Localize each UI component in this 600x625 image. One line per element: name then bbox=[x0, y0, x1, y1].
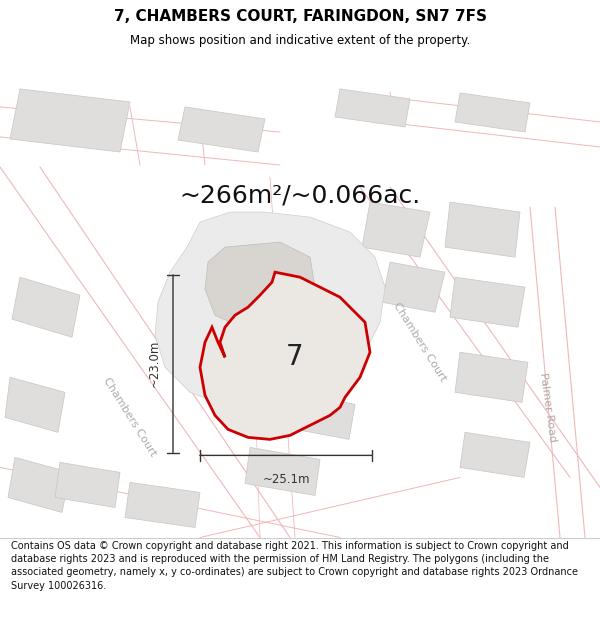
Polygon shape bbox=[12, 277, 80, 338]
Polygon shape bbox=[155, 212, 385, 408]
Text: Map shows position and indicative extent of the property.: Map shows position and indicative extent… bbox=[130, 34, 470, 47]
Text: Contains OS data © Crown copyright and database right 2021. This information is : Contains OS data © Crown copyright and d… bbox=[11, 541, 578, 591]
Polygon shape bbox=[455, 352, 528, 402]
Polygon shape bbox=[10, 89, 130, 152]
Polygon shape bbox=[450, 277, 525, 328]
Polygon shape bbox=[205, 242, 315, 329]
Polygon shape bbox=[178, 107, 265, 152]
Text: Chambers Court: Chambers Court bbox=[101, 376, 158, 459]
Polygon shape bbox=[285, 392, 355, 439]
Text: ~25.1m: ~25.1m bbox=[262, 473, 310, 486]
Polygon shape bbox=[245, 448, 320, 496]
Text: Palmer Road: Palmer Road bbox=[538, 372, 558, 442]
Polygon shape bbox=[55, 462, 120, 508]
Text: ~266m²/~0.066ac.: ~266m²/~0.066ac. bbox=[179, 183, 421, 207]
Polygon shape bbox=[382, 262, 445, 312]
Polygon shape bbox=[460, 432, 530, 478]
Polygon shape bbox=[335, 89, 410, 127]
Polygon shape bbox=[8, 458, 70, 512]
Text: 7, CHAMBERS COURT, FARINGDON, SN7 7FS: 7, CHAMBERS COURT, FARINGDON, SN7 7FS bbox=[113, 9, 487, 24]
Polygon shape bbox=[362, 202, 430, 257]
Polygon shape bbox=[200, 272, 370, 439]
Polygon shape bbox=[125, 482, 200, 528]
Text: ~23.0m: ~23.0m bbox=[148, 340, 161, 388]
Text: 7: 7 bbox=[286, 343, 304, 371]
Polygon shape bbox=[445, 202, 520, 257]
Polygon shape bbox=[455, 93, 530, 132]
Text: Chambers Court: Chambers Court bbox=[392, 301, 448, 384]
Polygon shape bbox=[5, 378, 65, 432]
